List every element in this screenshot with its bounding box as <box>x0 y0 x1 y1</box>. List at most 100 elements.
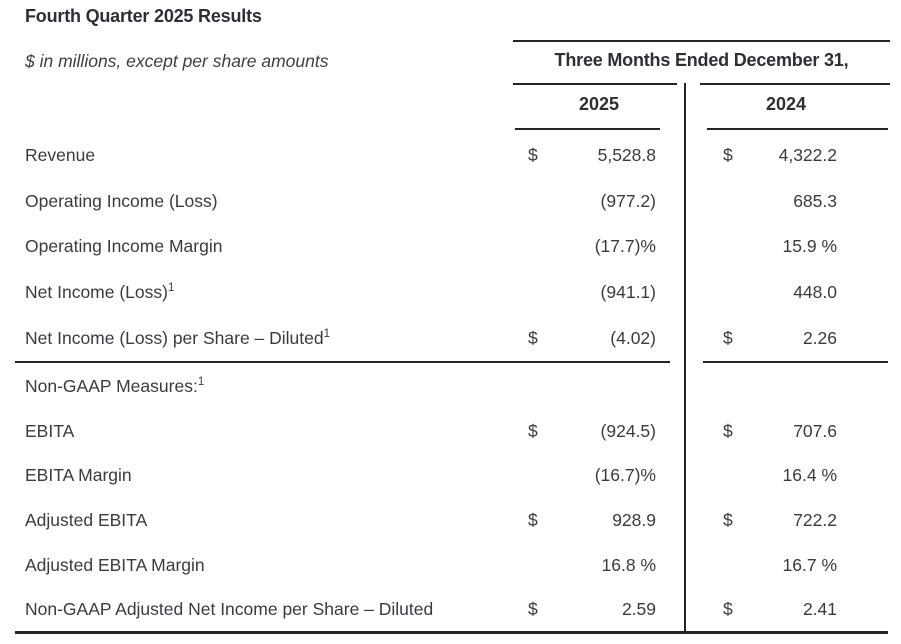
value-2025: (17.7)% <box>594 236 656 257</box>
table-row: Operating Income Margin (17.7)% 15.9 % <box>15 224 890 270</box>
table-row: Non-GAAP Adjusted Net Income per Share –… <box>15 587 890 632</box>
value-2024: 722.2 <box>793 509 837 530</box>
currency-symbol-2025: $ <box>528 420 538 441</box>
row-label-cell: Non-GAAP Adjusted Net Income per Share –… <box>15 599 513 620</box>
value-2025: 2.59 <box>621 599 656 620</box>
period-header-top-rule <box>513 40 890 42</box>
row-label-cell: EBITA Margin <box>15 465 513 486</box>
value-2025: (941.1) <box>600 282 656 303</box>
table-row: Net Income (Loss)1 (941.1) 448.0 <box>15 270 890 316</box>
period-header: Three Months Ended December 31, <box>554 50 849 70</box>
row-label: Net Income (Loss) <box>25 282 168 303</box>
value-2024: 2.26 <box>802 327 837 348</box>
value-2024: 707.6 <box>793 420 837 441</box>
currency-symbol-2025: $ <box>528 599 538 620</box>
table-row: Net Income (Loss) per Share – Diluted1 $… <box>15 315 890 361</box>
currency-symbol-2025: $ <box>528 145 538 166</box>
value-cell-2024: 16.4 % <box>686 465 890 486</box>
row-label: Adjusted EBITA Margin <box>25 554 205 575</box>
column-header-underline-2025 <box>515 128 660 130</box>
row-label-cell: Net Income (Loss) per Share – Diluted1 <box>15 328 513 349</box>
row-label: EBITA <box>25 420 75 441</box>
value-cell-2024: 15.9 % <box>686 236 890 257</box>
value-2024: 448.0 <box>793 282 837 303</box>
footnote-ref: 1 <box>167 282 175 295</box>
row-label: Adjusted EBITA <box>25 509 148 530</box>
row-label: Operating Income Margin <box>25 236 223 257</box>
value-cell-2025: $ 2.59 <box>513 599 686 620</box>
value-2024: 16.7 % <box>782 554 837 575</box>
value-2025: (924.5) <box>600 420 656 441</box>
row-label-cell: Adjusted EBITA <box>15 510 513 531</box>
table-row: EBITA $ (924.5) $ 707.6 <box>15 409 890 454</box>
row-label-cell: Net Income (Loss)1 <box>15 282 513 303</box>
currency-symbol-2024: $ <box>723 599 733 620</box>
row-label: Non-GAAP Measures: <box>25 375 198 396</box>
value-cell-2025: $ 5,528.8 <box>513 145 686 166</box>
row-label-cell: Operating Income (Loss) <box>15 191 513 212</box>
currency-symbol-2024: $ <box>723 509 733 530</box>
column-divider <box>684 83 686 634</box>
value-2025: (977.2) <box>600 190 656 211</box>
currency-symbol-2025: $ <box>528 327 538 348</box>
value-cell-2025: $ 928.9 <box>513 510 686 531</box>
value-cell-2024: 448.0 <box>686 282 890 303</box>
period-header-bottom-rule-right <box>700 83 890 85</box>
value-cell-2024: $ 707.6 <box>686 421 890 442</box>
value-cell-2025: 16.8 % <box>513 555 686 576</box>
value-2024: 2.41 <box>802 599 837 620</box>
row-label: Operating Income (Loss) <box>25 190 218 211</box>
units-note: $ in millions, except per share amounts <box>25 51 329 71</box>
table-row: Adjusted EBITA Margin 16.8 % 16.7 % <box>15 543 890 588</box>
value-2024: 685.3 <box>793 190 837 211</box>
value-cell-2024: $ 2.41 <box>686 599 890 620</box>
value-cell-2024: $ 2.26 <box>686 328 890 349</box>
value-cell-2025: (17.7)% <box>513 236 686 257</box>
value-2025: (16.7)% <box>594 465 656 486</box>
table-row: EBITA Margin (16.7)% 16.4 % <box>15 453 890 498</box>
value-cell-2024: 685.3 <box>686 191 890 212</box>
currency-symbol-2024: $ <box>723 420 733 441</box>
row-label-cell: EBITA <box>15 421 513 442</box>
value-cell-2024: $ 722.2 <box>686 510 890 531</box>
row-label-cell: Operating Income Margin <box>15 236 513 257</box>
column-header-underline-2024 <box>707 128 888 130</box>
value-cell-2025: (941.1) <box>513 282 686 303</box>
row-label: EBITA Margin <box>25 465 132 486</box>
row-label-cell: Non-GAAP Measures:1 <box>15 376 513 397</box>
row-label: Revenue <box>25 145 96 166</box>
column-header-2025: 2025 <box>578 94 620 114</box>
value-cell-2025: (16.7)% <box>513 465 686 486</box>
table-row: Revenue $ 5,528.8 $ 4,322.2 <box>15 133 890 179</box>
non-gaap-rows-section: Non-GAAP Measures:1 EBITA $ (924.5) $ 70… <box>15 364 890 632</box>
section-separator-left <box>15 361 670 363</box>
table-row: Non-GAAP Measures:1 <box>15 364 890 409</box>
gaap-rows-section: Revenue $ 5,528.8 $ 4,322.2 Operating In… <box>15 133 890 361</box>
page-title: Fourth Quarter 2025 Results <box>25 6 262 26</box>
value-cell-2025: (977.2) <box>513 191 686 212</box>
row-label: Net Income (Loss) per Share – Diluted <box>25 327 324 348</box>
value-2024: 16.4 % <box>782 465 837 486</box>
table-bottom-rule <box>15 631 888 634</box>
currency-symbol-2024: $ <box>723 327 733 348</box>
value-cell-2025: $ (924.5) <box>513 421 686 442</box>
section-separator-right <box>703 361 888 363</box>
row-label-cell: Revenue <box>15 145 513 166</box>
row-label-cell: Adjusted EBITA Margin <box>15 555 513 576</box>
value-cell-2024: $ 4,322.2 <box>686 145 890 166</box>
value-2025: 16.8 % <box>601 554 656 575</box>
value-cell-2025: $ (4.02) <box>513 328 686 349</box>
row-label: Non-GAAP Adjusted Net Income per Share –… <box>25 599 434 620</box>
column-header-2024: 2024 <box>765 94 807 114</box>
value-2025: 5,528.8 <box>597 145 656 166</box>
currency-symbol-2024: $ <box>723 145 733 166</box>
footnote-ref: 1 <box>323 327 331 340</box>
value-2024: 15.9 % <box>782 236 837 257</box>
value-2025: 928.9 <box>612 509 656 530</box>
table-row: Operating Income (Loss) (977.2) 685.3 <box>15 179 890 225</box>
value-cell-2024: 16.7 % <box>686 555 890 576</box>
currency-symbol-2025: $ <box>528 509 538 530</box>
footnote-ref: 1 <box>197 376 205 388</box>
value-2025: (4.02) <box>610 327 656 348</box>
